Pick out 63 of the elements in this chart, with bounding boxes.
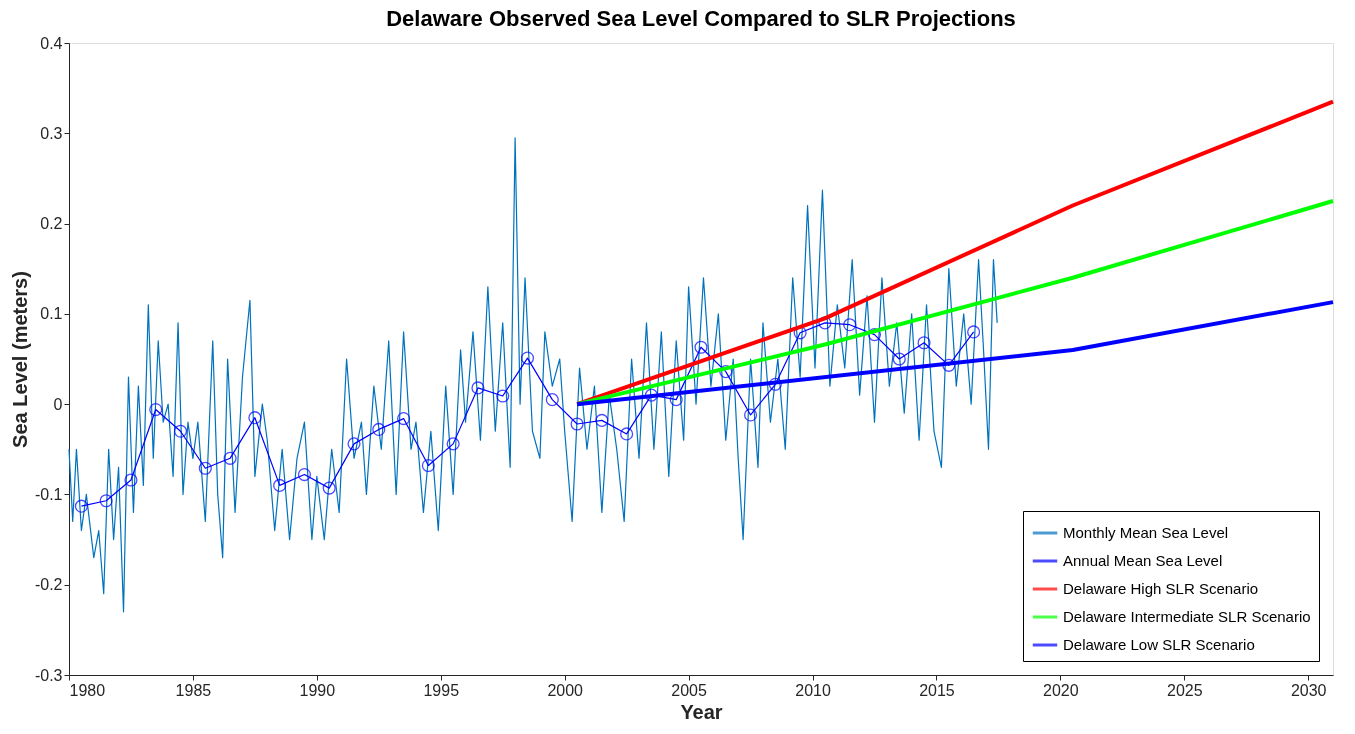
legend-label: Delaware Intermediate SLR Scenario (1063, 608, 1311, 625)
point (223, 451, 237, 465)
point (694, 340, 708, 354)
x-tick-label: 2010 (795, 681, 831, 699)
point (198, 461, 212, 475)
point (397, 412, 411, 426)
point (867, 328, 882, 342)
point (248, 411, 262, 425)
point (471, 381, 485, 395)
point (744, 408, 758, 422)
x-axis-title: Year (680, 700, 723, 723)
point (74, 499, 88, 513)
point (719, 365, 733, 379)
legend-label: Annual Mean Sea Level (1063, 552, 1223, 569)
x-tick-label: 2000 (547, 681, 584, 699)
point (421, 458, 435, 473)
point (942, 358, 956, 372)
point (620, 427, 634, 441)
y-tick-label: 0.2 (40, 215, 63, 233)
x-tick-label: 1980 (69, 681, 106, 699)
chart-title: Delaware Observed Sea Level Compared to SLR Projections (386, 6, 1016, 31)
point (99, 494, 113, 508)
point (669, 393, 683, 407)
point (124, 473, 138, 487)
line-series (68, 137, 998, 613)
point (917, 336, 931, 350)
point (446, 437, 460, 451)
x-tick-label: 1995 (423, 681, 460, 699)
point (570, 417, 584, 431)
y-tick-label: 0.4 (40, 34, 63, 52)
point (273, 478, 287, 492)
legend-label: Delaware High SLR Scenario (1063, 580, 1259, 597)
point (644, 388, 658, 402)
point (843, 318, 857, 332)
point (496, 389, 510, 403)
x-tick-label: 2005 (671, 681, 708, 699)
point (297, 468, 312, 482)
point (322, 481, 336, 495)
x-tick-label: 2025 (1167, 681, 1203, 699)
y-tick-label: -0.2 (34, 576, 63, 594)
legend-label: Monthly Mean Sea Level (1063, 524, 1229, 541)
point (545, 393, 559, 407)
y-tick-label: 0 (53, 395, 63, 413)
x-tick-label: 1985 (175, 681, 212, 699)
x-tick-label: 2030 (1290, 681, 1327, 699)
x-tick-label: 2015 (919, 681, 955, 699)
point (595, 413, 609, 427)
y-tick-label: 0.3 (40, 124, 63, 142)
point (372, 422, 386, 436)
point (173, 424, 188, 438)
y-tick-label: -0.3 (34, 666, 63, 684)
point (892, 352, 906, 366)
x-tick-label: 2020 (1043, 681, 1079, 699)
x-tick-label: 1990 (299, 681, 336, 699)
y-tick-label: -0.1 (34, 485, 63, 503)
legend-label: Delaware Low SLR Scenario (1063, 636, 1255, 653)
point (768, 377, 782, 391)
point (967, 325, 981, 339)
point (149, 403, 163, 417)
y-tick-label: 0.1 (40, 305, 63, 323)
point (520, 351, 535, 365)
y-axis-title: Sea Level (meters) (8, 271, 31, 448)
point (347, 437, 361, 451)
